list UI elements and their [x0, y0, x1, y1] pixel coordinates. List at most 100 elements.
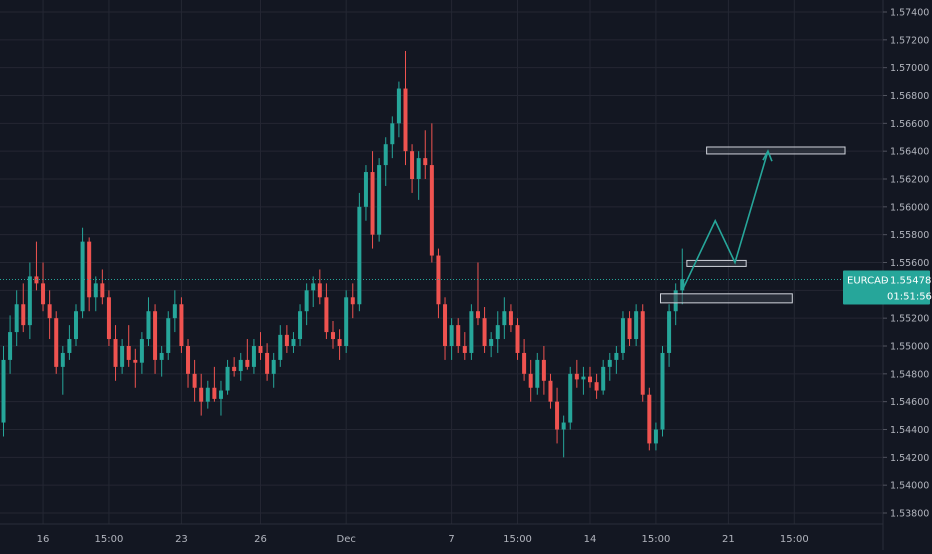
x-tick-label: Dec	[337, 534, 356, 545]
candle-body	[27, 276, 32, 326]
drawings[interactable]	[660, 146, 846, 304]
candle-body	[304, 290, 309, 312]
candle-body	[522, 352, 527, 374]
candle-body	[607, 359, 612, 367]
candle-body	[495, 325, 500, 340]
candle-body	[60, 352, 65, 367]
y-tick-label: 1.56600	[890, 119, 929, 130]
x-tick-label: 23	[175, 534, 188, 545]
y-tick-label: 1.57400	[890, 8, 929, 19]
zone-rectangle	[660, 293, 793, 304]
y-tick-label: 1.55800	[890, 230, 929, 241]
x-tick-label: 26	[254, 534, 267, 545]
x-tick-label: 14	[584, 534, 597, 545]
candle-body	[271, 359, 276, 374]
candle-body	[73, 311, 78, 340]
y-tick-label: 1.57200	[890, 35, 929, 46]
candle-body	[482, 318, 487, 346]
candle-body	[574, 373, 579, 380]
candle-body	[416, 158, 421, 179]
candle-body	[212, 387, 217, 399]
candle-body	[192, 373, 197, 388]
candle-body	[390, 123, 395, 145]
candle-body	[47, 304, 52, 319]
x-tick-label: 15:00	[641, 534, 670, 545]
candle-body	[588, 376, 593, 383]
y-tick-label: 1.54600	[890, 397, 929, 408]
candle-body	[449, 325, 454, 346]
candle-body	[601, 366, 606, 391]
y-tick-label: 1.56800	[890, 91, 929, 102]
candle-body	[634, 311, 639, 340]
candle-body	[146, 311, 151, 340]
candle-body	[93, 283, 98, 298]
candle-body	[370, 172, 375, 235]
candle-body	[528, 373, 533, 388]
candle-body	[568, 373, 573, 423]
candle-body	[357, 206, 362, 305]
candle-body	[614, 352, 619, 360]
candle-body	[159, 352, 164, 360]
y-tick-label: 1.54800	[890, 369, 929, 380]
symbol-label: EURCAD	[847, 275, 889, 286]
zone-rectangle	[706, 146, 846, 155]
candle-body	[541, 359, 546, 381]
candle-body	[627, 318, 632, 340]
candle-body	[535, 359, 540, 388]
y-tick-label: 1.55200	[890, 314, 929, 325]
candle-body	[555, 401, 560, 430]
x-tick-label: 16	[37, 534, 50, 545]
candle-body	[508, 311, 513, 326]
candle-body	[489, 339, 494, 346]
time-axis[interactable]: 16 15:00 23 26 Dec 7 15:00 14 15:00 21 15:00	[0, 523, 883, 545]
last-price-box	[843, 270, 930, 305]
candle-body	[139, 339, 144, 363]
last-price-value: 1.55478	[890, 275, 931, 286]
candle-body	[179, 304, 184, 346]
time-axis-ticks: 16 15:00 23 26 Dec 7 15:00 14 15:00 21 15:00	[37, 534, 809, 545]
candle-body	[581, 376, 586, 380]
candle-body	[647, 394, 652, 444]
candle-body	[186, 346, 191, 374]
candle-body	[245, 359, 250, 367]
candle-body	[100, 283, 105, 298]
candle-body	[502, 311, 507, 326]
y-tick-label: 1.56000	[890, 202, 929, 213]
projection-path	[681, 150, 769, 291]
candle-body	[238, 359, 243, 372]
candle-body	[548, 380, 553, 402]
candle-body	[337, 339, 342, 346]
candle-body	[225, 366, 230, 391]
candle-body	[660, 352, 665, 430]
candle-body	[363, 172, 368, 207]
candle-body	[680, 279, 685, 291]
y-tick-label: 1.54400	[890, 425, 929, 436]
candle-body	[199, 387, 204, 402]
candle-body	[423, 158, 428, 166]
candle-body	[456, 325, 461, 346]
candle-body	[515, 325, 520, 353]
candle-body	[475, 311, 480, 319]
arrow-head	[762, 149, 773, 162]
candle-body	[410, 151, 415, 179]
candle-body	[383, 144, 388, 166]
candle-body	[133, 359, 138, 363]
zone-rectangle	[686, 259, 747, 267]
x-tick-label: 15:00	[503, 534, 532, 545]
candle-body	[640, 311, 645, 395]
y-tick-label: 1.54000	[890, 481, 929, 492]
candle-body	[120, 346, 125, 367]
candle-body	[396, 88, 401, 124]
symbol-separator: -	[883, 275, 887, 286]
candle-body	[106, 297, 111, 340]
x-tick-label: 7	[448, 534, 454, 545]
candle-body	[620, 318, 625, 353]
y-tick-label: 1.56200	[890, 175, 929, 186]
candle-body	[291, 339, 296, 346]
y-tick-label: 1.54200	[890, 453, 929, 464]
bar-countdown: 01:51:56	[887, 291, 932, 302]
y-tick-label: 1.57000	[890, 63, 929, 74]
